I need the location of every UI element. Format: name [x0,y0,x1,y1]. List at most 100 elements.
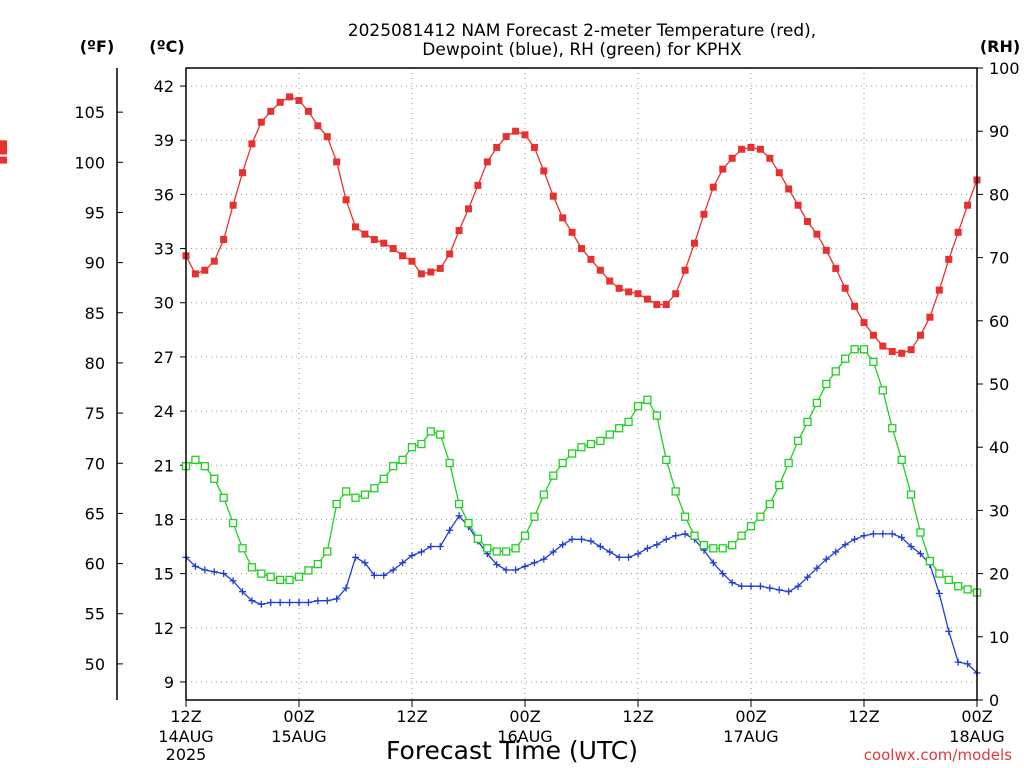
rh-point [502,547,511,556]
temperature-point [276,98,284,106]
rh-point [247,563,257,572]
fahrenheit-tick-label: 75 [85,404,105,423]
data-series [0,93,982,677]
temperature-point [370,236,378,244]
rh-point [276,575,285,585]
temperature-point [436,264,444,272]
dewpoint-point [257,600,265,608]
x-tick-label: 00Z [735,707,766,726]
dewpoint-series [182,512,981,677]
dewpoint-point [606,548,614,556]
temperature-point [719,165,727,173]
temperature-point [465,205,472,213]
celsius-tick-label: 36 [154,185,174,204]
dewpoint-point [286,598,294,606]
fahrenheit-tick-label: 60 [85,555,105,574]
dewpoint-point [625,553,633,561]
fahrenheit-tick-label: 55 [85,605,105,624]
temperature-point [295,97,303,105]
rh-point [294,572,304,581]
rh-point [699,541,709,550]
temperature-point [248,140,256,148]
x-tick-label: 00Z [961,707,992,726]
rh-point [850,345,859,354]
rh-tick-label: 50 [989,375,1009,394]
dewpoint-point [587,537,595,545]
temperature-point [229,201,237,209]
temperature-point [267,107,275,115]
dewpoint-point [417,548,425,556]
celsius-tick-label: 30 [154,294,174,313]
rh-point [454,499,464,509]
rh-point [191,455,200,464]
temperature-point [917,331,924,339]
temperature-point [756,145,764,153]
rh-point [389,462,398,471]
temperature-point [888,347,896,355]
rh-point [615,424,624,433]
temperature-point [0,140,7,148]
dewpoint-point [512,566,520,574]
dewpoint-point [220,570,228,578]
temperature-point [474,181,482,189]
temperature-point [483,158,491,166]
rh-point [436,430,445,439]
credit-text: coolwx.com/models [864,746,1012,764]
temperature-point [794,201,802,209]
rh-point [577,443,586,452]
rh-point [869,357,878,367]
temperature-point [559,214,567,222]
temperature-point [625,288,633,296]
dewpoint-point [709,559,717,567]
rh-point [784,458,793,468]
dewpoint-point [653,541,661,549]
rh-point [313,559,322,569]
dewpoint-point [399,559,407,567]
dewpoint-point [455,512,463,520]
rh-point [238,544,247,553]
dewpoint-point [766,584,774,592]
dewpoint-point [314,597,322,605]
celsius-tick-label: 21 [154,456,174,475]
rh-point [304,566,313,575]
rh-point [831,367,840,376]
temperature-point [596,266,604,274]
dewpoint-point [210,568,218,576]
dewpoint-point [681,530,689,538]
chart-title-line-2: Dewpoint (blue), RH (green) for KPHX [422,40,742,60]
dewpoint-point [370,571,378,579]
temperature-point [804,217,811,225]
rh-point [323,547,332,556]
dewpoint-point [493,561,501,569]
dewpoint-point [389,566,397,574]
dewpoint-point [728,579,736,587]
rh-point [200,462,209,471]
rh-point [671,487,680,496]
dewpoint-point [813,564,821,572]
dewpoint-point [964,660,972,668]
temperature-point [766,154,774,162]
temperature-point [926,313,934,321]
rh-point [728,541,737,550]
rh-series [181,345,982,597]
dewpoint-point [502,566,510,574]
temperature-point [0,147,7,155]
temperature-point [606,277,614,285]
rh-point [680,512,690,521]
temperature-point [954,228,962,236]
dewpoint-point [785,588,793,596]
celsius-tick-label: 24 [154,402,174,421]
fahrenheit-tick-label: 95 [85,203,105,222]
temperature-point [220,236,228,244]
temperature-point [578,245,585,253]
temperature-point [691,239,698,247]
rh-point [888,424,897,433]
dewpoint-point [945,627,953,635]
rh-point [709,544,718,553]
rh-point [925,556,935,566]
temperature-point [502,133,510,141]
rh-point [793,436,803,446]
temperature-point [417,270,425,278]
x-tick-label: 12Z [396,707,427,726]
